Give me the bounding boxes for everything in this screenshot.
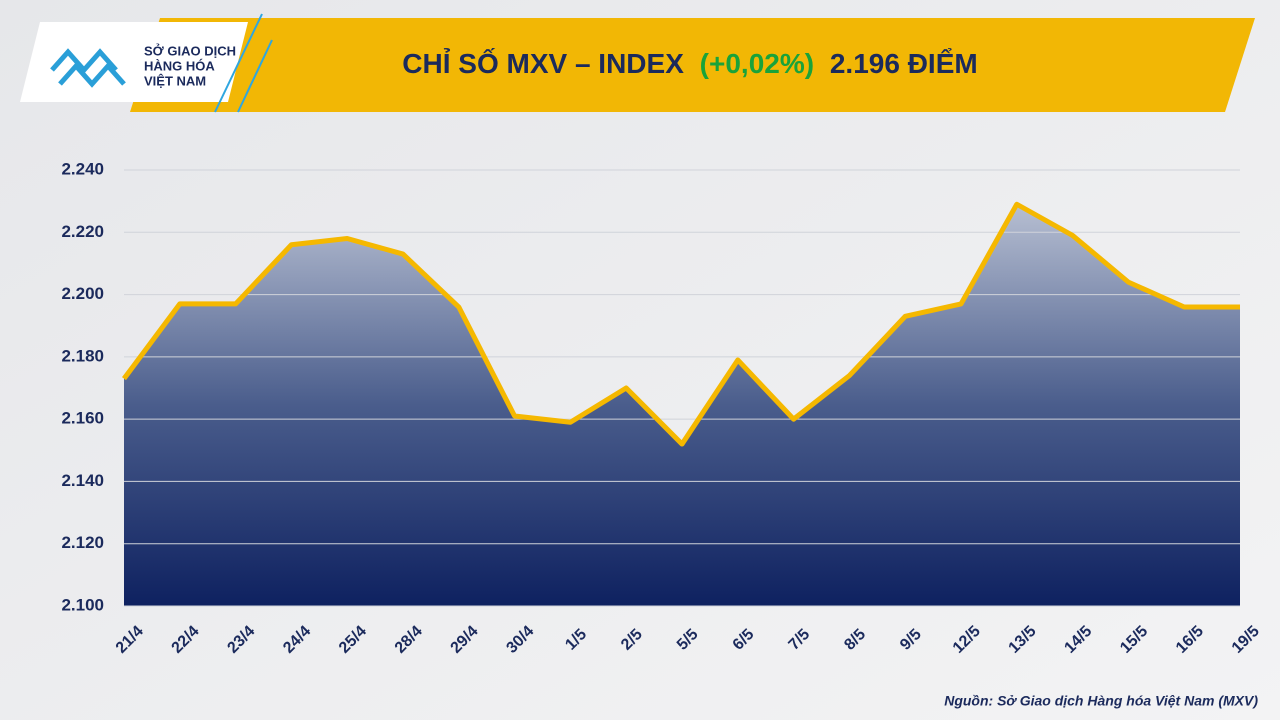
y-tick-label: 2.100 <box>61 595 104 614</box>
y-tick-label: 2.240 <box>61 159 104 178</box>
chart-title: CHỈ SỐ MXV – INDEX (+0,02%) 2.196 ĐIỂM <box>402 47 977 79</box>
accent-line <box>214 13 263 113</box>
line <box>121 201 1240 447</box>
source-note: Nguồn: Sở Giao dịch Hàng hóa Việt Nam (M… <box>944 693 1258 709</box>
y-tick-label: 2.180 <box>61 346 104 365</box>
title-change: (+0,02%) <box>700 48 814 79</box>
title-value: 2.196 ĐIỂM <box>830 48 978 79</box>
y-tick-label: 2.160 <box>61 409 104 428</box>
y-tick-label: 2.220 <box>61 222 104 241</box>
y-tick-label: 2.120 <box>61 533 104 552</box>
title-main: CHỈ SỐ MXV – INDEX <box>402 47 684 79</box>
y-tick-label: 2.200 <box>61 284 104 303</box>
logo-box <box>20 22 248 102</box>
header-banner <box>130 18 1255 112</box>
y-tick-label: 2.140 <box>61 471 104 490</box>
logo-icon <box>50 48 126 88</box>
logo-text: SỞ GIAO DỊCH <box>144 43 236 58</box>
logo-text: VIỆT NAM <box>144 73 206 88</box>
logo-text: HÀNG HÓA <box>144 58 215 73</box>
accent-line <box>237 39 273 113</box>
